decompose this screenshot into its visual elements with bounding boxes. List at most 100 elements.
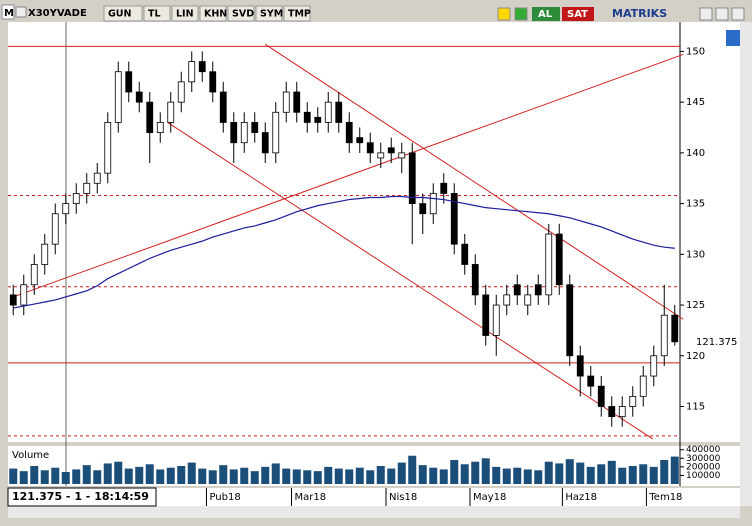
window-button[interactable] [715,7,729,21]
moving-average [13,195,675,309]
trend-line [167,122,653,440]
h-scrollbar[interactable] [8,506,740,518]
candle-body [545,233,553,296]
volume-bar [166,467,175,484]
logo-box[interactable] [1,4,15,20]
candle-body [671,314,679,343]
volume-bar [208,470,217,484]
v-scrollbar[interactable] [740,22,752,506]
candle-body [324,101,332,123]
candle-body [566,284,574,357]
candle-body [104,122,112,174]
candle-body [293,91,301,113]
candle-body [366,142,374,154]
volume-bar [313,471,322,484]
volume-label: Volume [12,450,49,461]
buy-button[interactable] [532,7,560,21]
tool-icon[interactable] [497,7,511,21]
toolbar-label: KHN [204,9,227,20]
toolbar-button[interactable] [171,5,199,22]
volume-bar [93,470,102,484]
candle-body [209,71,217,93]
window-button[interactable] [731,7,745,21]
volume-bar [156,469,165,484]
volume-bar [418,465,427,484]
candle-body [482,294,490,336]
x-tick-label: Pub18 [209,492,240,503]
y-tick-label: 115 [686,401,705,412]
volume-bar [597,464,606,484]
candle-body [608,406,616,418]
y-tick-label: 145 [686,97,705,108]
volume-bar [450,460,459,484]
volume-bar [229,469,238,484]
window-button[interactable] [699,7,713,21]
volume-bar [135,466,144,484]
candle-body [440,182,448,194]
candle-body [650,355,658,377]
volume-bar [187,462,196,484]
candle-body [177,81,185,103]
volume-bar [145,464,154,484]
toolbar-label: TMP [288,9,311,20]
toolbar-button[interactable] [283,5,311,22]
sell-label: SAT [567,9,588,20]
candle-body [167,101,175,123]
volume-bar [345,469,354,484]
scroll-up[interactable] [726,30,740,46]
price-pane [8,22,680,442]
volume-bar [103,463,112,484]
tool-icon[interactable] [514,7,528,21]
toolbar-button[interactable] [199,5,227,22]
toolbar-label: LIN [176,9,194,20]
candle-body [377,152,385,159]
candle-body [83,182,91,194]
y-tick-label: 120 [686,351,705,362]
candle-body [524,294,532,306]
candle-body [639,375,647,397]
candle-body [335,101,343,123]
volume-bar [366,470,375,484]
candle-body [398,152,406,159]
volume-bar [282,468,291,484]
candle-body [492,304,500,336]
toolbar-button[interactable] [103,5,143,22]
volume-bar [618,467,627,484]
logo: M [4,8,14,19]
volume-bar [261,466,270,484]
close-icon[interactable] [15,6,27,18]
volume-bar [324,466,333,484]
sell-button[interactable] [562,7,594,21]
toolbar-button[interactable] [143,5,171,22]
volume-bar [408,455,417,484]
candle-body [188,61,196,83]
volume-bar [30,466,39,484]
candle-body [62,203,70,215]
candle-body [576,355,584,377]
volume-bar [177,466,186,484]
candle-body [534,284,542,296]
volume-bar [61,472,70,484]
candle-body [503,294,511,306]
volume-bar [576,462,585,484]
volume-bar [250,471,259,484]
candle-body [230,122,238,144]
candle-body [198,61,206,73]
candle-body [20,284,28,306]
x-tick-label: Mar18 [295,492,327,503]
volume-bar [9,468,18,484]
volume-bar [124,468,133,484]
toolbar-button[interactable] [255,5,283,22]
volume-bar [303,470,312,484]
toolbar-button[interactable] [227,5,255,22]
candle-body [314,116,322,123]
candle-body [93,172,101,184]
x-tick-label: Nis18 [389,492,417,503]
volume-bar [198,468,207,484]
candle-body [156,122,164,133]
toolbar-label: GUN [108,9,132,20]
symbol[interactable]: X30YVADE [28,8,87,19]
volume-bar [219,465,228,484]
volume-bar [639,464,648,484]
price-axis [680,22,740,442]
